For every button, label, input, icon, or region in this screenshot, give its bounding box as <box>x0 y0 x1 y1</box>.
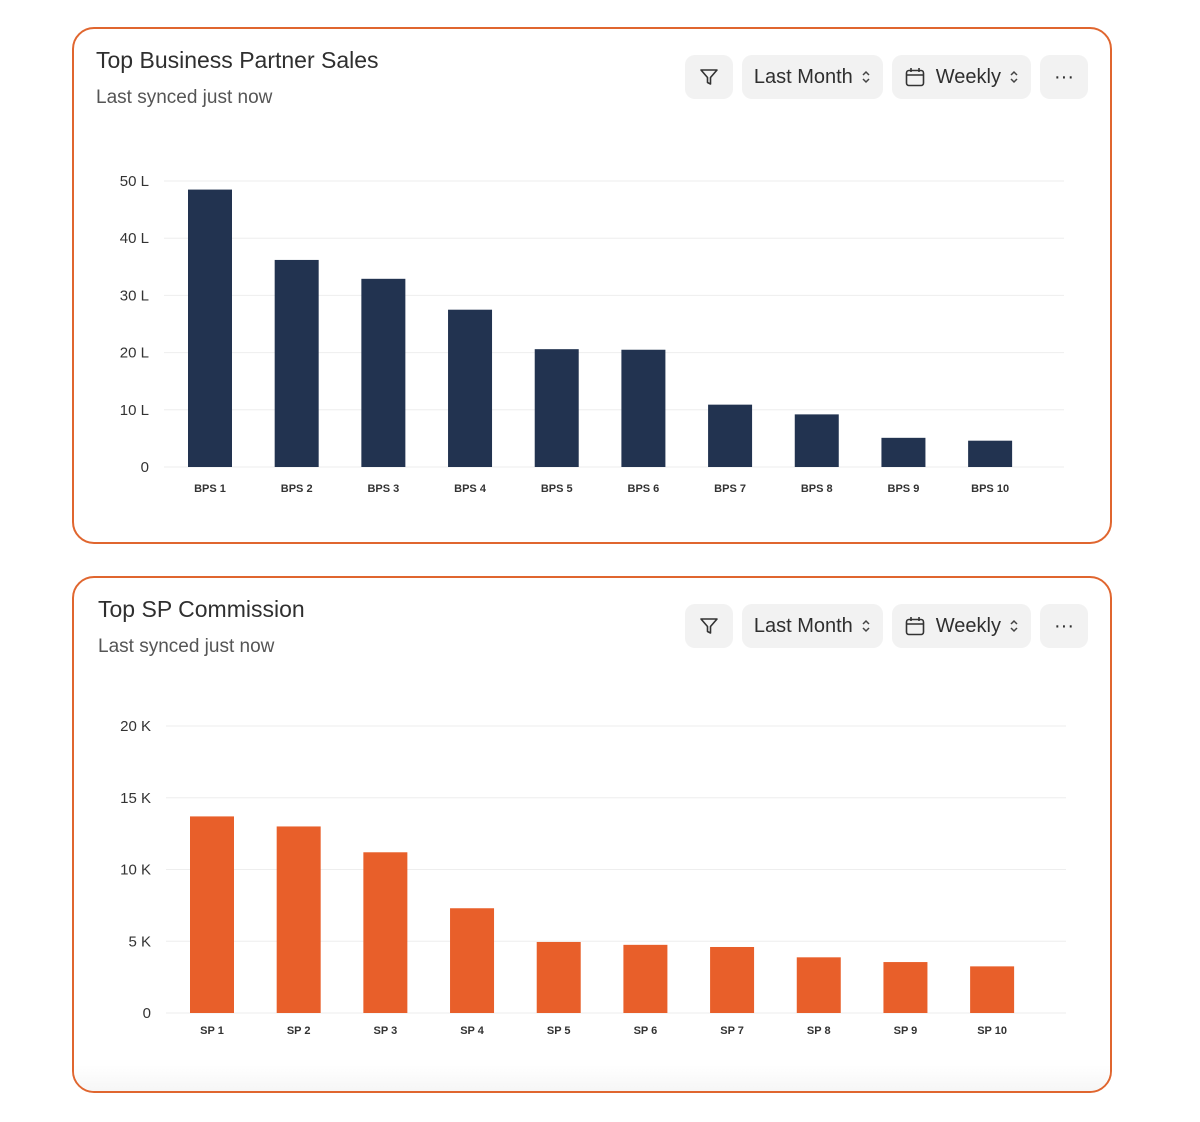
y-tick-label: 20 K <box>120 718 151 735</box>
x-tick-label: BPS 7 <box>714 483 746 495</box>
bar <box>534 349 579 467</box>
x-tick-label: SP 10 <box>977 1025 1007 1037</box>
x-tick-label: SP 6 <box>634 1025 658 1037</box>
commission-card: Top SP Commission Last synced just now L… <box>72 576 1112 1093</box>
y-tick-label: 0 <box>143 1005 151 1022</box>
x-tick-label: BPS 3 <box>367 483 399 495</box>
bar <box>361 278 406 467</box>
bar <box>536 941 581 1013</box>
calendar-icon <box>905 617 925 636</box>
period-select-label: Last Month <box>753 614 853 637</box>
interval-select-label: Weekly <box>935 614 1001 637</box>
card-subtitle: Last synced just now <box>96 87 273 108</box>
bar <box>881 437 926 467</box>
interval-select[interactable]: Weekly <box>891 55 1031 99</box>
sales-card: Top Business Partner Sales Last synced j… <box>72 27 1112 544</box>
bar <box>363 852 408 1013</box>
y-tick-label: 50 L <box>120 173 149 190</box>
card-subtitle: Last synced just now <box>98 636 275 657</box>
x-tick-label: SP 8 <box>807 1025 831 1037</box>
x-tick-label: BPS 2 <box>281 483 313 495</box>
x-tick-label: BPS 8 <box>801 483 833 495</box>
more-icon: ··· <box>1054 614 1074 637</box>
bar <box>448 309 493 467</box>
bar <box>623 944 668 1013</box>
chevron-updown-icon <box>1010 70 1018 84</box>
period-select-label: Last Month <box>753 65 853 88</box>
bar <box>274 259 319 467</box>
filter-icon <box>700 618 718 634</box>
x-tick-label: BPS 6 <box>628 483 660 495</box>
x-tick-label: SP 5 <box>547 1025 571 1037</box>
interval-select[interactable]: Weekly <box>891 604 1031 648</box>
chevron-updown-icon <box>862 619 870 633</box>
x-tick-label: SP 3 <box>374 1025 398 1037</box>
bar <box>276 826 321 1013</box>
bar <box>188 189 232 467</box>
interval-select-label: Weekly <box>935 65 1001 88</box>
card-title: Top SP Commission <box>98 596 305 622</box>
y-tick-label: 15 K <box>120 790 151 807</box>
bar <box>450 908 495 1013</box>
filter-button[interactable] <box>684 55 733 99</box>
chevron-updown-icon <box>862 70 870 84</box>
filter-button[interactable] <box>684 604 733 648</box>
period-select[interactable]: Last Month <box>741 55 883 99</box>
bar <box>883 962 928 1013</box>
more-button[interactable]: ··· <box>1040 604 1088 648</box>
x-tick-label: SP 2 <box>287 1025 311 1037</box>
commission-bar-chart: 0 5 K 10 K 15 K 20 K SP 1 SP 2 SP 3 SP 4 SP 5 SP 6… <box>120 718 1066 1037</box>
sales-bar-chart: 0 10 L 20 L 30 L 40 L 50 L BPS 1 BPS 2 BPS 3 BPS … <box>120 173 1064 495</box>
chevron-updown-icon <box>1010 619 1018 633</box>
bar <box>710 946 755 1013</box>
bar <box>796 957 841 1013</box>
period-select[interactable]: Last Month <box>741 604 883 648</box>
x-tick-label: SP 4 <box>460 1025 485 1037</box>
x-tick-label: BPS 9 <box>888 483 920 495</box>
bar <box>190 816 234 1013</box>
calendar-icon <box>905 68 925 87</box>
y-tick-label: 30 L <box>120 287 149 304</box>
bar <box>621 349 666 467</box>
card-controls: Last Month Weekly ··· <box>684 604 1088 648</box>
more-icon: ··· <box>1054 65 1074 88</box>
x-tick-label: SP 9 <box>894 1025 918 1037</box>
filter-icon <box>700 69 718 85</box>
x-tick-label: BPS 1 <box>194 483 226 495</box>
bar <box>794 414 839 467</box>
y-tick-label: 5 K <box>128 933 151 950</box>
bar <box>708 404 753 467</box>
y-tick-label: 40 L <box>120 230 149 247</box>
y-tick-label: 0 <box>141 459 149 476</box>
bar <box>970 966 1015 1013</box>
bar <box>968 440 1013 467</box>
card-title: Top Business Partner Sales <box>96 47 379 73</box>
x-tick-label: SP 7 <box>720 1025 744 1037</box>
x-tick-label: BPS 10 <box>971 483 1009 495</box>
y-tick-label: 20 L <box>120 345 149 362</box>
card-controls: Last Month Weekly ··· <box>684 55 1088 99</box>
y-tick-label: 10 K <box>120 862 151 879</box>
x-tick-label: BPS 5 <box>541 483 573 495</box>
y-tick-label: 10 L <box>120 402 149 419</box>
card-footer <box>74 1065 1110 1091</box>
x-tick-label: BPS 4 <box>454 483 487 495</box>
x-tick-label: SP 1 <box>200 1025 224 1037</box>
more-button[interactable]: ··· <box>1040 55 1088 99</box>
